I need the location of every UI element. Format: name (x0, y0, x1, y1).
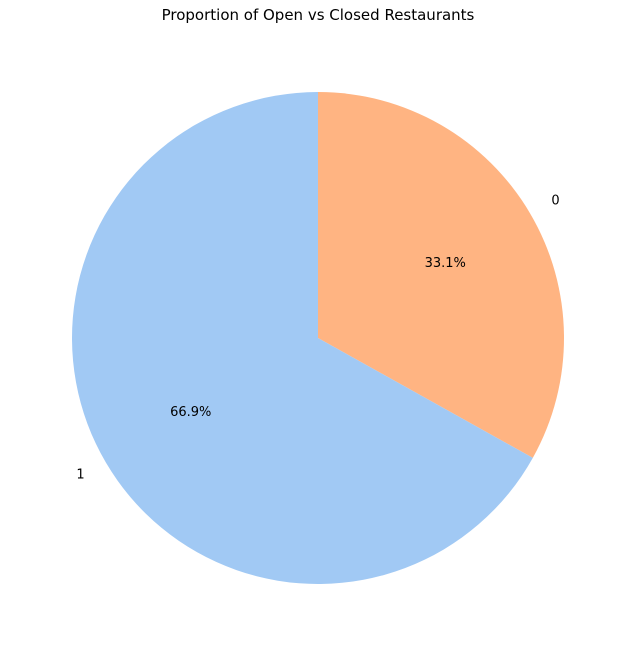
percent-label-0: 33.1% (425, 256, 466, 271)
chart-title: Proportion of Open vs Closed Restaurants (161, 6, 475, 24)
slice-label-0: 0 (551, 193, 559, 208)
percent-label-1: 66.9% (170, 405, 211, 420)
slice-label-1: 1 (76, 468, 84, 483)
pie-slice-1 (71, 92, 533, 584)
pie-slice-0 (318, 92, 564, 458)
